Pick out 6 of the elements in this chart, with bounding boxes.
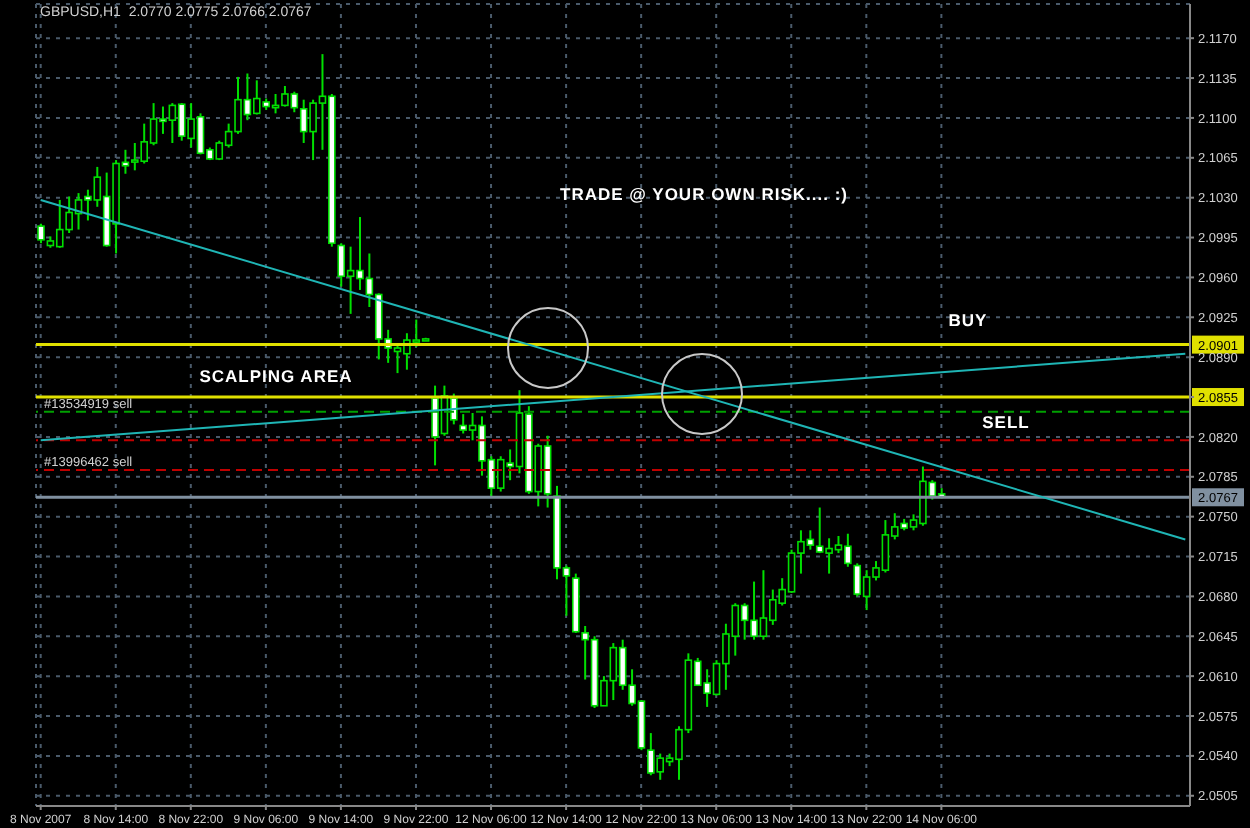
annotation: SELL [982, 412, 1030, 432]
annotation: SCALPING AREA [199, 366, 353, 386]
candlestick [853, 562, 862, 598]
annotation: BUY [948, 310, 988, 330]
candlestick [337, 242, 346, 288]
annotation: TRADE @ YOUR OWN RISK.... :) [560, 184, 848, 204]
